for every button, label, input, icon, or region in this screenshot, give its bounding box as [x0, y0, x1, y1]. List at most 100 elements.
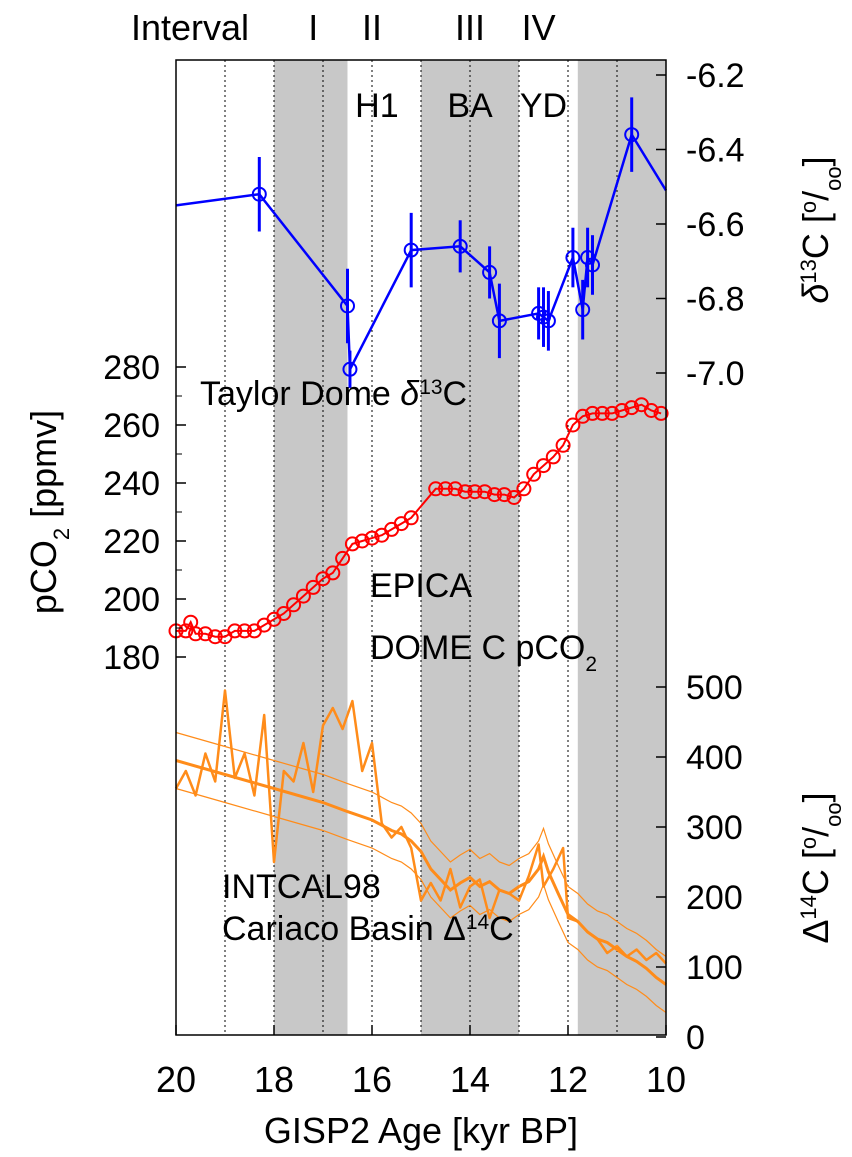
x-tick-label: 14: [450, 1059, 490, 1100]
interval-label: II: [362, 7, 382, 48]
co2-point: [653, 405, 669, 421]
co2-tick-label: 220: [103, 523, 160, 561]
co2-point: [276, 606, 292, 621]
d14c-tick-label: 300: [686, 809, 743, 847]
co2-point: [536, 458, 551, 474]
d13c-point: [340, 298, 355, 314]
d13c-point: [575, 302, 591, 318]
d13c-point: [540, 313, 556, 329]
co2-point: [354, 533, 370, 549]
co2-point: [526, 466, 542, 482]
x-tick-label: 10: [646, 1059, 686, 1100]
co2-point: [286, 597, 302, 613]
d13c-point: [565, 250, 581, 266]
co2-point: [344, 536, 360, 552]
x-tick-label: 20: [156, 1059, 196, 1100]
co2-point: [178, 623, 194, 639]
interval-title: Interval: [131, 7, 249, 48]
axes-layer: 20 18 16 14 12 10 GISP2 Age [kyr BP] 180 200 220 2…: [23, 57, 846, 1151]
d14c-tick-label: 400: [686, 739, 743, 777]
event-label: H1: [355, 87, 398, 125]
co2-panel-label-line2: DOME C pCO2: [370, 629, 597, 676]
co2-point: [624, 400, 640, 416]
co2-point: [188, 626, 204, 642]
co2-tick-label: 200: [103, 581, 160, 619]
d13c-tick-label: -7.0: [686, 355, 745, 393]
co2-tick-label: 240: [103, 465, 160, 503]
shaded-band-0: [274, 60, 348, 1035]
d13c-point: [251, 186, 267, 202]
event-label: YD: [520, 87, 567, 125]
co2-point: [447, 481, 463, 497]
cariaco-line: [174, 689, 667, 965]
d13c-point: [624, 127, 640, 143]
co2-point: [295, 588, 311, 604]
d13c-panel-label: Taylor Dome δ13C: [200, 375, 467, 413]
x-tick-label: 18: [254, 1059, 294, 1100]
co2-point: [643, 403, 659, 418]
shaded-interval-bands: [274, 60, 666, 1035]
co2-tick-label: 180: [103, 639, 160, 677]
x-tick-label: 16: [352, 1059, 392, 1100]
d13c-tick-label: -6.6: [686, 206, 745, 244]
d13c-point: [452, 238, 468, 254]
interval-label: IV: [522, 7, 556, 48]
co2-point: [516, 481, 532, 497]
series-layer: [168, 97, 669, 1013]
co2-tick-label: 280: [103, 349, 160, 387]
shaded-band-2: [577, 60, 666, 1035]
d13c-point: [342, 361, 358, 377]
d13c-point: [403, 242, 419, 258]
co2-point: [487, 487, 502, 503]
co2-point: [496, 487, 512, 503]
co2-point: [438, 481, 453, 497]
d14c-axis-title: Δ14C [o/oo]: [795, 792, 846, 943]
interval-label: I: [308, 7, 318, 48]
co2-point: [207, 629, 223, 645]
d14c-tick-label: 0: [686, 1019, 705, 1057]
d14c-tick-label: 500: [686, 669, 743, 707]
d13c-point: [491, 313, 507, 329]
d13c-point: [580, 250, 596, 266]
co2-point: [335, 550, 351, 566]
co2-point: [565, 417, 581, 433]
d14c-panel-label-line1: INTCAL98: [222, 868, 381, 906]
co2-point: [403, 510, 419, 526]
intcal98-lower-envelope: [175, 787, 667, 1013]
co2-point: [604, 405, 620, 421]
co2-panel-label-line1: EPICA: [370, 567, 472, 605]
co2-point: [555, 437, 571, 453]
d14c-panel-label-line2: Cariaco Basin Δ14C: [222, 910, 514, 948]
co2-axis-title: pCO2 [ppmv]: [23, 410, 74, 614]
co2-point: [545, 449, 561, 465]
co2-point: [227, 623, 243, 639]
co2-point: [614, 403, 630, 418]
d14c-tick-label: 100: [686, 949, 743, 987]
x-axis-title: GISP2 Age [kyr BP]: [264, 1110, 578, 1151]
co2-point: [457, 484, 473, 500]
x-tick-label: 12: [548, 1059, 588, 1100]
d13c-axis-title: δ13C [o/oo]: [795, 156, 846, 303]
co2-point: [477, 484, 493, 500]
co2-point: [467, 484, 483, 500]
intcal98-upper-envelope: [175, 731, 667, 957]
co2-point: [197, 626, 213, 642]
d13c-tick-label: -6.8: [686, 281, 745, 319]
d13c-point: [585, 257, 600, 273]
co2-point: [237, 623, 253, 639]
co2-point: [575, 408, 591, 424]
plot-frame: [175, 59, 667, 1036]
co2-point: [428, 481, 444, 497]
shaded-band-1: [421, 60, 519, 1035]
co2-point: [506, 490, 522, 505]
co2-point: [305, 579, 321, 595]
co2-point: [594, 405, 610, 421]
event-label: BA: [447, 87, 493, 125]
d14c-tick-label: 200: [686, 879, 743, 917]
d13c-tick-label: -6.4: [686, 132, 745, 170]
co2-point: [364, 530, 380, 546]
co2-tick-label: 260: [103, 407, 160, 445]
interval-label: III: [455, 7, 485, 48]
